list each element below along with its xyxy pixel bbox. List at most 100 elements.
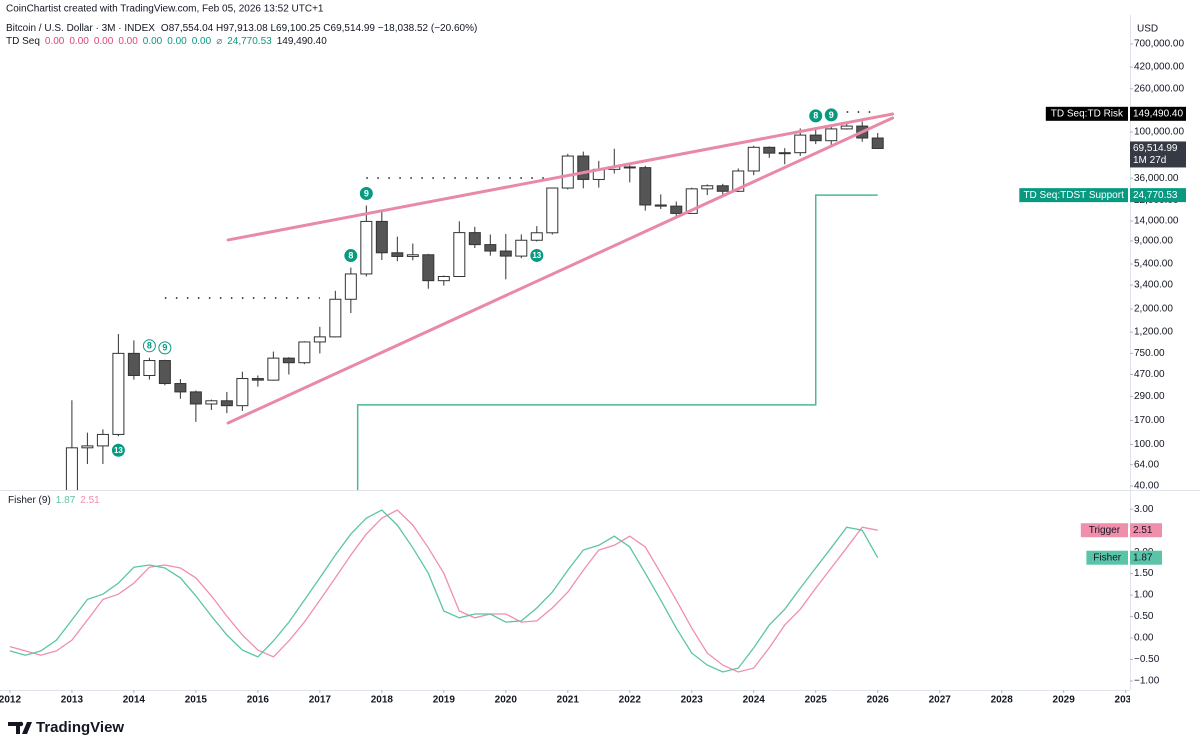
candle-body <box>546 187 559 234</box>
candle-body <box>701 185 714 190</box>
indicator-name: TD Seq <box>6 36 40 47</box>
candle-body <box>298 341 311 364</box>
indicator-name-label: TD Seq:TDST Support <box>1023 190 1124 201</box>
indicator-value: 0.00 <box>143 36 163 47</box>
indicator-value: 0.00 <box>118 36 138 47</box>
x-tick-label: 2015 <box>185 695 208 706</box>
price-label-box <box>1130 106 1186 121</box>
candle-body <box>499 250 512 257</box>
x-tick-label: 2022 <box>619 695 642 706</box>
td-count-label: 13 <box>114 446 123 455</box>
fisher-line <box>9 509 879 673</box>
candle-body <box>205 400 218 405</box>
candle-body <box>220 400 233 407</box>
candle-body <box>81 445 94 449</box>
y-tick-label: −1.00 <box>1134 676 1160 687</box>
td-count-label: 13 <box>532 251 541 260</box>
x-tick-label: 2021 <box>557 695 580 706</box>
candle-body <box>437 276 450 282</box>
x-tick-label: 2030 <box>1115 695 1138 706</box>
ohlc: O87,554.04 H97,913.08 L69,100.25 C69,514… <box>161 23 477 34</box>
y-tick-label: 100.00 <box>1134 439 1165 450</box>
time-axis: 2012 2013 2014 2015 2016 2017 2018 2019 2020 2021… <box>0 690 1138 706</box>
candle-body <box>406 254 419 257</box>
td-count-label: 9 <box>829 110 834 120</box>
candle-body <box>453 232 466 278</box>
y-tick-label: 260,000.00 <box>1134 83 1184 94</box>
y-tick-label: 470.00 <box>1134 369 1165 380</box>
candle-body <box>639 167 652 206</box>
td-count-label: 9 <box>162 343 167 353</box>
candle-body <box>96 433 109 447</box>
y-tick-label: 170.00 <box>1134 415 1165 426</box>
candle-body <box>313 336 326 343</box>
fisher-pane <box>9 509 879 673</box>
x-tick-label: 2019 <box>433 695 456 706</box>
candle-body <box>871 137 884 149</box>
currency: USD <box>1137 24 1158 35</box>
x-tick-label: 2029 <box>1053 695 1076 706</box>
indicator-value: 0.00 <box>94 36 114 47</box>
series-value-box <box>1130 550 1162 565</box>
candle-body <box>468 232 481 246</box>
series-name-label: Fisher <box>1093 552 1121 563</box>
price-label-box <box>1130 188 1186 203</box>
series-name-box <box>1086 550 1128 565</box>
candle-body <box>778 152 791 155</box>
price-label: 149,490.40 <box>1133 108 1183 119</box>
candle-body <box>329 298 342 338</box>
credit: CoinChartist created with TradingView.co… <box>6 4 324 15</box>
series-value-box <box>1130 523 1162 538</box>
candle-body <box>360 220 373 275</box>
y-tick-label: 64.00 <box>1134 459 1159 470</box>
candle-body <box>158 360 171 385</box>
candle-body <box>670 205 683 214</box>
price-label-box <box>1130 141 1186 168</box>
y-tick-label: 1,200.00 <box>1134 327 1173 338</box>
candle-body <box>422 254 435 282</box>
fisher-legend-value: 1.87 <box>56 495 76 506</box>
y-tick-label: 0.00 <box>1134 633 1154 644</box>
candle-body <box>515 239 528 257</box>
y-tick-label: 36,000.00 <box>1134 173 1179 184</box>
brand-logo <box>8 722 32 734</box>
candle-body <box>809 134 822 142</box>
td-count-marker <box>111 443 125 457</box>
fisher-legend: Fisher (9) 1.87 2.51 <box>8 495 100 506</box>
candle-body <box>282 357 295 364</box>
candle-body <box>840 125 853 130</box>
candle-body <box>732 170 745 192</box>
td-count-marker <box>158 341 172 355</box>
fisher-title: Fisher (9) <box>8 495 51 506</box>
x-tick-label: 2023 <box>681 695 704 706</box>
x-tick-label: 2012 <box>0 695 21 706</box>
candle-body <box>623 166 636 169</box>
y-tick-label: 700,000.00 <box>1134 39 1184 50</box>
y-tick-label: 750.00 <box>1134 348 1165 359</box>
candle-body <box>654 204 667 207</box>
series-value-label: 2.51 <box>1133 525 1153 536</box>
candle-body <box>685 188 698 214</box>
brand-name: TradingView <box>36 719 124 736</box>
price-label: 69,514.99 <box>1133 143 1178 154</box>
x-tick-label: 2024 <box>743 695 766 706</box>
candle-body <box>189 391 202 405</box>
symbol-legend: Bitcoin / U.S. Dollar · 3M · INDEX O87,55… <box>6 23 477 34</box>
indicator-value: 0.00 <box>69 36 89 47</box>
x-tick-label: 2014 <box>123 695 146 706</box>
candle-body <box>375 220 388 254</box>
candle-body <box>794 134 807 154</box>
candle-body <box>484 244 497 252</box>
indicator-name-box <box>1019 188 1128 203</box>
candle-body <box>112 352 125 435</box>
td-count-marker <box>530 248 544 262</box>
td-count-label: 8 <box>348 250 353 260</box>
indicator-legend: TD Seq 0.00 0.00 0.00 0.00 0.00 0.00 0.00 ⌀ 24,77… <box>6 36 327 47</box>
price-label-sub: 1M 27d <box>1133 155 1166 166</box>
tdst-support <box>356 194 878 490</box>
candle-body <box>236 378 249 407</box>
x-tick-label: 2018 <box>371 695 394 706</box>
price-label: 24,770.53 <box>1133 190 1178 201</box>
y-tick-label: 14,000.00 <box>1134 216 1179 227</box>
